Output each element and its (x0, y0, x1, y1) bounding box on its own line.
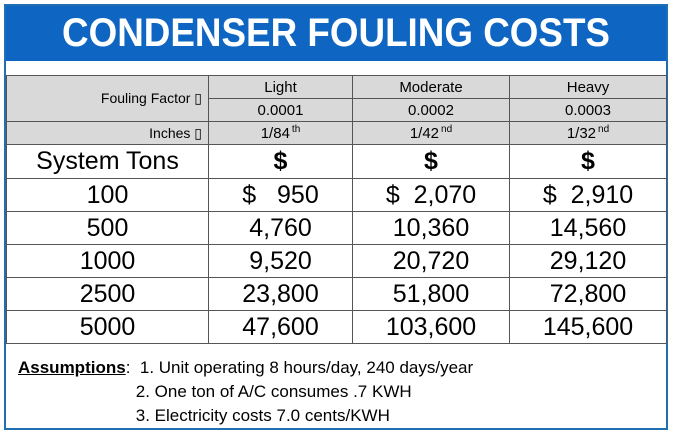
moderate-factor: 0.0002 (352, 98, 510, 122)
light-cost-cell: 9,520 (208, 244, 353, 278)
table-row: 1000 9,520 20,720 29,120 (6, 244, 667, 278)
light-inches: 1/84 th (208, 121, 353, 145)
header-row-factors: 0.0001 0.0002 0.0003 (7, 98, 667, 122)
column-light-name: Light (208, 75, 353, 99)
light-inches-value: 1/84 (260, 125, 290, 142)
light-inches-suffix: th (291, 124, 301, 135)
cost-table-frame: CONDENSER FOULING COSTS Fouling Factor ▯… (4, 4, 668, 430)
column-heavy-name: Heavy (509, 75, 667, 99)
inches-label: Inches ▯ (6, 121, 209, 145)
heavy-cost-cell: 72,800 (509, 277, 667, 311)
fouling-factor-label: Fouling Factor ▯ (6, 75, 209, 122)
heavy-inches: 1/32 nd (509, 121, 667, 145)
system-tons-label: System Tons (6, 144, 209, 179)
fouling-cost-table: Fouling Factor ▯ Light Moderate Heavy 0.… (6, 75, 667, 344)
table-row: 2500 23,800 51,800 72,800 (6, 277, 667, 311)
light-factor: 0.0001 (208, 98, 353, 122)
units-row: System Tons $ $ $ (6, 144, 667, 179)
light-dollar-unit: $ (208, 144, 353, 179)
table-row: 5000 47,600 103,600 145,600 (6, 310, 667, 344)
assumptions-heading: Assumptions (18, 358, 126, 377)
heavy-cost-cell: $ 2,910 (509, 178, 667, 212)
moderate-inches: 1/42 nd (352, 121, 510, 145)
assumptions-colon: : (125, 358, 131, 377)
header-row-names: Fouling Factor ▯ Light Moderate Heavy (6, 75, 667, 122)
moderate-cost-cell: 51,800 (352, 277, 510, 311)
tons-cell: 1000 (6, 244, 209, 278)
assumption-item: 1. Unit operating 8 hours/day, 240 days/… (139, 358, 474, 377)
tons-cell: 2500 (6, 277, 209, 311)
moderate-inches-suffix: nd (441, 124, 453, 135)
assumption-item: 3. Electricity costs 7.0 cents/KWH (135, 406, 390, 425)
light-cost-cell: 47,600 (208, 310, 353, 344)
moderate-cost-cell: 20,720 (352, 244, 510, 278)
assumption-line-2: 2. One ton of A/C consumes .7 KWH (18, 380, 473, 404)
title-banner: CONDENSER FOULING COSTS (6, 6, 666, 61)
heavy-inches-suffix: nd (598, 124, 610, 135)
heavy-cost-cell: 14,560 (509, 211, 667, 245)
heavy-cost-cell: 145,600 (509, 310, 667, 344)
page-title: CONDENSER FOULING COSTS (32, 6, 640, 61)
light-cost-cell: 4,760 (208, 211, 353, 245)
column-moderate-name: Moderate (352, 75, 510, 99)
tons-cell: 100 (6, 178, 209, 212)
table-row: 100 $ 950 $ 2,070 $ 2,910 (6, 178, 667, 212)
moderate-dollar-unit: $ (352, 144, 510, 179)
light-cost-cell: 23,800 (208, 277, 353, 311)
heavy-cost-cell: 29,120 (509, 244, 667, 278)
heavy-inches-value: 1/32 (566, 125, 597, 142)
moderate-cost-cell: 103,600 (352, 310, 510, 344)
moderate-inches-value: 1/42 (409, 125, 440, 142)
table-row: 500 4,760 10,360 14,560 (6, 211, 667, 245)
assumptions-block: Assumptions: 1. Unit operating 8 hours/d… (18, 356, 473, 428)
moderate-cost-cell: 10,360 (352, 211, 510, 245)
light-cost-cell: $ 950 (208, 178, 353, 212)
assumption-item: 2. One ton of A/C consumes .7 KWH (135, 382, 412, 401)
tons-cell: 500 (6, 211, 209, 245)
heavy-factor: 0.0003 (509, 98, 667, 122)
heavy-dollar-unit: $ (509, 144, 667, 179)
assumption-line-1: Assumptions: 1. Unit operating 8 hours/d… (18, 356, 473, 380)
header-row-inches: Inches ▯ 1/84 th 1/42 nd 1/32 nd (6, 121, 667, 145)
moderate-cost-cell: $ 2,070 (352, 178, 510, 212)
tons-cell: 5000 (6, 310, 209, 344)
assumption-line-3: 3. Electricity costs 7.0 cents/KWH (18, 404, 473, 428)
